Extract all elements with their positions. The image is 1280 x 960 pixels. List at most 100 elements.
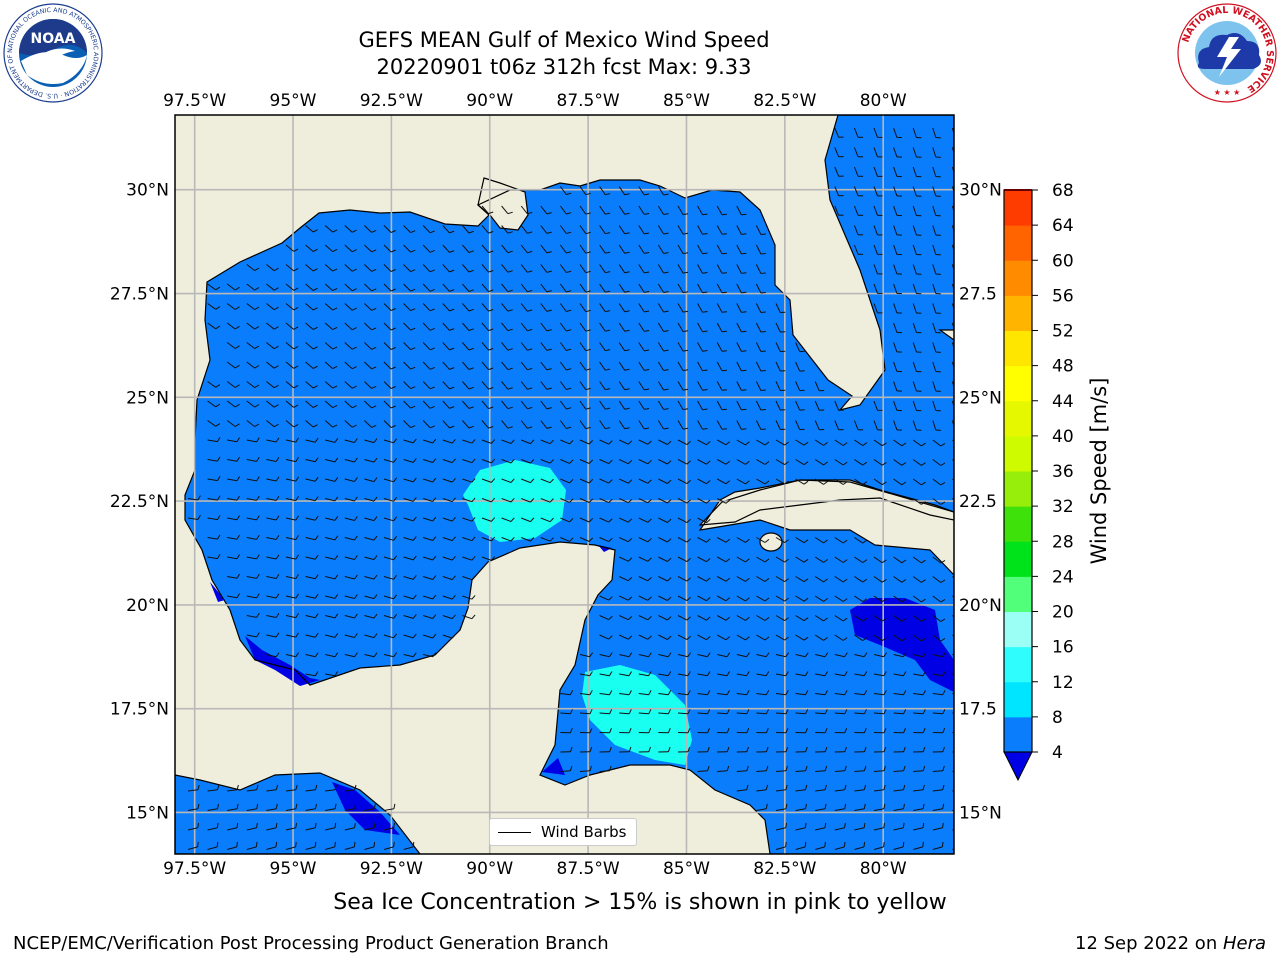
wind-barb-flag: [725, 538, 731, 543]
wind-barb-shaft: [736, 225, 742, 235]
wind-barb-shaft: [285, 808, 296, 811]
wind-barb-shaft: [854, 789, 865, 792]
wind-barb-shaft: [716, 537, 727, 543]
wind-barb-flag: [254, 267, 260, 272]
wind-barb-flag: [234, 423, 240, 427]
wind-barb-flag: [842, 637, 848, 641]
wind-barb-flag: [706, 616, 711, 621]
wind-barb-flag: [451, 614, 456, 619]
wind-barb-flag: [332, 307, 338, 311]
wind-barb-shaft: [266, 439, 277, 443]
wind-barb-flag: [546, 329, 552, 332]
wind-barb-shaft: [383, 576, 394, 580]
wind-barb-shaft: [658, 634, 668, 640]
wind-barb-shaft: [893, 654, 904, 658]
wind-barb-flag: [922, 671, 927, 676]
wind-barb-shaft: [834, 400, 840, 411]
wind-barb-shaft: [521, 439, 531, 445]
wind-barb-shaft: [677, 634, 688, 641]
lon-tick-label-top: 82.5°W: [753, 91, 816, 111]
wind-barb-flag: [648, 671, 652, 676]
wind-barb-shaft: [266, 846, 277, 850]
wind-barb-flag: [546, 290, 552, 293]
wind-barb-shaft: [716, 205, 723, 216]
wind-barb-shaft: [423, 556, 433, 561]
wind-barb-shaft: [716, 459, 727, 465]
wind-barb-flag: [702, 330, 708, 333]
wind-barb-shaft: [520, 381, 528, 390]
wind-barb-shaft: [364, 498, 375, 502]
wind-barb-shaft: [599, 322, 606, 332]
wind-barb-flag: [881, 461, 887, 466]
wind-barb-shaft: [638, 556, 649, 562]
wind-barb-shaft: [305, 576, 316, 580]
wind-barb-shaft: [912, 303, 917, 314]
wind-barb-flag: [256, 593, 260, 599]
wind-barb-flag: [510, 458, 515, 464]
wind-barb-flag: [351, 307, 357, 311]
wind-barb-flag: [589, 728, 593, 733]
wind-barb-flag: [373, 496, 378, 502]
wind-barb-flag: [334, 535, 339, 541]
wind-barb-flag: [275, 613, 280, 618]
wind-barb-shaft: [834, 827, 845, 831]
wind-barb-flag: [823, 578, 828, 583]
wind-barb-shaft: [677, 361, 684, 371]
wind-barb-shaft: [423, 576, 433, 580]
wind-barb-flag: [785, 709, 789, 715]
wind-barb-shaft: [658, 693, 669, 696]
wind-barb-flag: [256, 515, 260, 521]
wind-barb-flag: [334, 594, 339, 599]
wind-barb-flag: [824, 671, 829, 676]
wind-barb-flag: [903, 784, 906, 790]
wind-barb-shaft: [540, 244, 548, 254]
wind-barb-flag: [644, 271, 650, 274]
wind-barb-flag: [608, 615, 613, 620]
wind-barb-shaft: [246, 556, 257, 560]
colorbar-tick-label: 68: [1052, 181, 1074, 201]
wind-barb-shaft: [442, 283, 450, 292]
wind-barb-shaft: [462, 537, 473, 542]
wind-barb-flag: [648, 709, 652, 715]
wind-barb-shaft: [893, 439, 903, 447]
wind-barb-flag: [412, 516, 417, 522]
wind-barb-flag: [940, 579, 946, 583]
wind-barb-shaft: [775, 712, 787, 715]
wind-barb-flag: [390, 327, 396, 331]
wind-barb-shaft: [815, 654, 826, 658]
wind-barb-shaft: [834, 654, 845, 658]
wind-barb-shaft: [677, 322, 684, 332]
wind-barb-shaft: [677, 205, 684, 215]
wind-barb-flag: [746, 671, 750, 676]
wind-barb-flag: [903, 765, 906, 771]
wind-barb-shaft: [736, 770, 747, 772]
wind-barb-shaft: [912, 459, 922, 466]
wind-barb-flag: [566, 329, 572, 332]
wind-barb-shaft: [579, 420, 587, 429]
wind-barb-flag: [901, 462, 907, 466]
wind-barb-shaft: [912, 381, 917, 392]
wind-barb-flag: [745, 480, 750, 485]
wind-barb-flag: [842, 617, 848, 622]
wind-barb-shaft: [736, 283, 742, 294]
wind-barb-flag: [373, 633, 378, 638]
wind-barb-flag: [432, 575, 437, 580]
wind-barb-shaft: [207, 283, 216, 291]
wind-barb-shaft: [325, 595, 336, 599]
wind-barb-shaft: [403, 634, 414, 639]
wind-barb-flag: [862, 578, 868, 583]
wind-barb-flag: [824, 803, 827, 809]
wind-barb-shaft: [775, 595, 785, 602]
colorbar-segment: [1004, 506, 1032, 542]
wind-barb-shaft: [834, 634, 844, 641]
wind-barb-shaft: [775, 381, 781, 391]
wind-barb-flag: [862, 637, 868, 642]
wind-barb-flag: [942, 652, 946, 657]
wind-barb-shaft: [697, 556, 707, 563]
wind-barb-flag: [197, 495, 201, 501]
wind-barb-flag: [412, 614, 417, 619]
wind-barb-shaft: [912, 556, 922, 564]
wind-barb-shaft: [638, 439, 649, 445]
wind-barb-shaft: [462, 225, 470, 234]
wind-barb-shaft: [854, 615, 863, 622]
